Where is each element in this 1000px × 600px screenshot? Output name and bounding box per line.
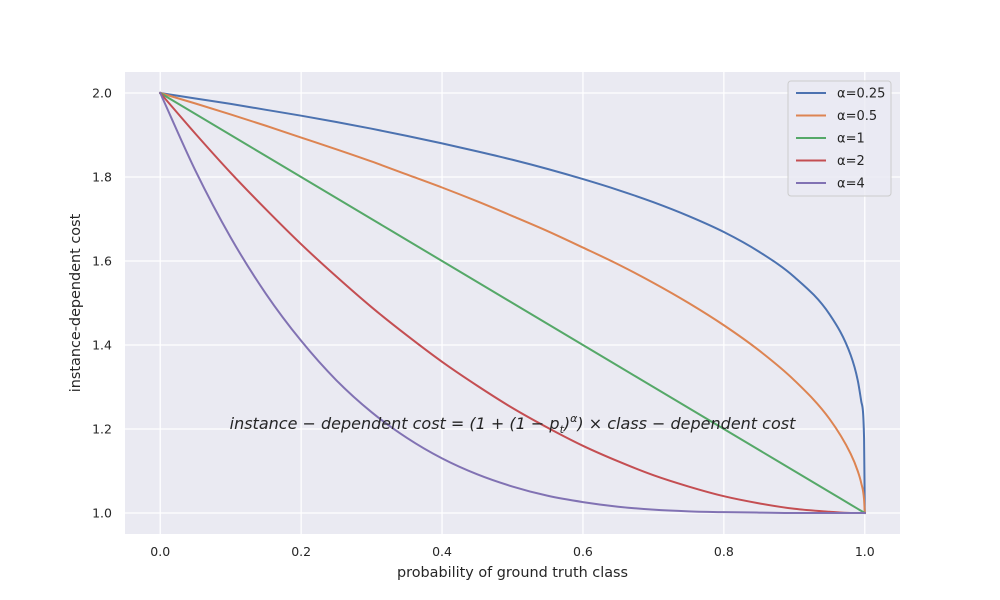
series-line: [158, 91, 867, 515]
legend-item: α=0.5: [796, 109, 877, 124]
series-line: [158, 91, 866, 514]
y-tick-label: 1.0: [92, 506, 112, 521]
legend-item: α=4: [796, 177, 865, 192]
legend-label: α=4: [837, 177, 865, 192]
legend-label: α=0.5: [837, 109, 877, 124]
legend-item: α=1: [796, 132, 865, 147]
legend-item: α=2: [796, 154, 865, 169]
series-line: [158, 91, 866, 515]
y-tick-label: 1.8: [92, 170, 112, 185]
x-tick-label: 0.0: [150, 544, 170, 559]
legend-label: α=0.25: [837, 87, 885, 102]
y-tick-label: 2.0: [92, 86, 112, 101]
y-axis-ticks: 1.0 1.2 1.4 1.6 1.8 2.0: [92, 86, 112, 521]
x-axis-ticks: 0.0 0.2 0.4 0.6 0.8 1.0: [150, 544, 874, 559]
y-tick-label: 1.4: [92, 338, 112, 353]
series-line: [159, 91, 866, 515]
y-tick-label: 1.2: [92, 422, 112, 437]
formula-close-paren: ): [563, 414, 570, 433]
legend-label: α=1: [837, 132, 865, 147]
x-tick-label: 0.8: [714, 544, 734, 559]
x-tick-label: 0.4: [432, 544, 452, 559]
formula-annotation: instance − dependent cost = (1 + (1 − pt…: [230, 412, 796, 436]
formula-superscript: α: [570, 412, 578, 425]
x-tick-label: 0.2: [291, 544, 311, 559]
series-lines: [158, 91, 867, 515]
x-axis-label: probability of ground truth class: [397, 565, 628, 581]
formula-tail: ) × class − dependent cost: [576, 414, 796, 433]
x-tick-label: 0.6: [573, 544, 593, 559]
y-tick-label: 1.6: [92, 254, 112, 269]
legend-frame: [787, 80, 892, 197]
legend: α=0.25 α=0.5 α=1 α=2 α=4: [787, 80, 892, 197]
formula-subscript: t: [560, 423, 565, 436]
x-tick-label: 1.0: [855, 544, 875, 559]
legend-label: α=2: [837, 154, 865, 169]
y-axis-label: instance-dependent cost: [68, 213, 84, 392]
formula-lead: instance − dependent cost = (1 + (1 − p: [230, 414, 560, 433]
legend-item: α=0.25: [796, 87, 885, 102]
